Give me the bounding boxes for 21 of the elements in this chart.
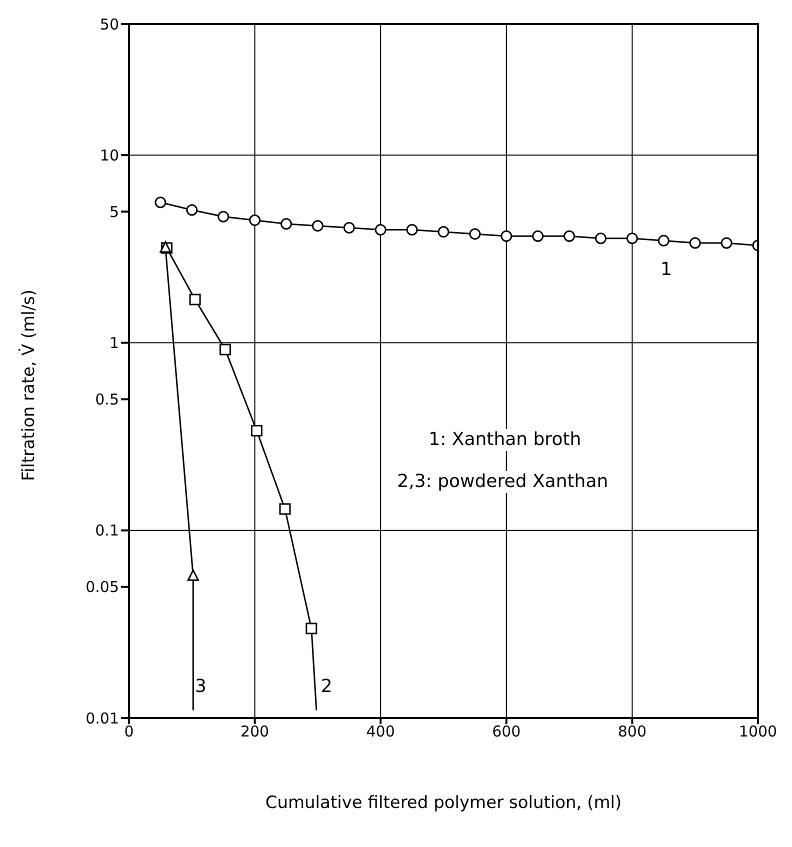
- x-tick-label: 400: [366, 722, 395, 741]
- annotation: 2,3: powdered Xanthan: [393, 471, 612, 494]
- annotation: 3: [195, 676, 206, 698]
- y-tick-label: 0.01: [86, 709, 119, 728]
- y-tick-label: 0.1: [95, 522, 119, 540]
- x-tick-label: 600: [492, 722, 521, 741]
- annotation: 1: Xanthan broth: [424, 429, 586, 452]
- y-tick-label: 1: [109, 334, 119, 352]
- y-tick-label: 10: [100, 146, 119, 164]
- x-tick-label: 1000: [738, 722, 778, 741]
- x-tick-label: 800: [618, 722, 647, 741]
- x-tick-label: 0: [124, 722, 134, 741]
- y-tick-label: 0.5: [95, 390, 119, 409]
- y-tick-label: 0.05: [86, 578, 119, 596]
- annotation: 1: [660, 259, 672, 282]
- annotation: 2: [320, 676, 332, 698]
- y-tick-label: 5: [109, 202, 119, 221]
- y-tick-label: 50: [100, 15, 119, 34]
- x-axis-title: Cumulative filtered polymer solution, (ml): [265, 793, 622, 813]
- x-tick-label: 200: [240, 722, 270, 741]
- y-axis-title: Filtration rate, V̇ (ml/s): [18, 289, 40, 481]
